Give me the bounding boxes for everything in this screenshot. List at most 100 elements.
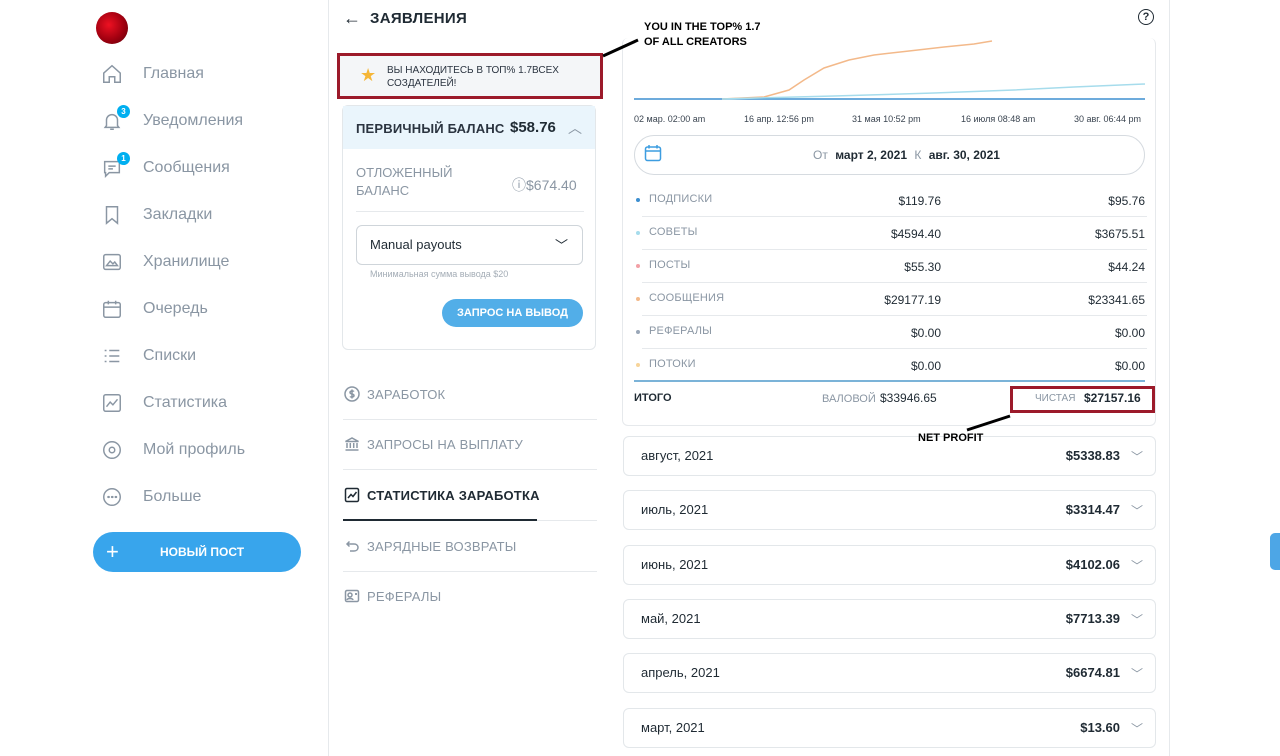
earnings-net-value: $95.76 bbox=[1108, 194, 1145, 208]
request-withdrawal-button[interactable]: ЗАПРОС НА ВЫВОД bbox=[442, 299, 583, 327]
nav-item-messages[interactable]: 1 Сообщения bbox=[100, 152, 230, 183]
nav-item-statistics[interactable]: Статистика bbox=[100, 388, 227, 418]
chevron-down-icon[interactable]: ﹀ bbox=[1131, 612, 1144, 627]
divider bbox=[642, 282, 1147, 283]
earnings-category-label: СООБЩЕНИЯ bbox=[649, 292, 725, 304]
month-row-box[interactable] bbox=[623, 598, 1156, 639]
totals-divider bbox=[634, 380, 1145, 382]
primary-balance-value: $58.76 bbox=[510, 119, 556, 136]
chevron-down-icon[interactable]: ﹀ bbox=[1131, 667, 1144, 682]
payout-method-select[interactable] bbox=[356, 225, 583, 265]
month-value: $7713.39 bbox=[1065, 610, 1120, 626]
x-axis-tick: 16 июля 08:48 am bbox=[961, 114, 1036, 124]
nav-item-label: Списки bbox=[143, 347, 197, 364]
vault-icon bbox=[100, 250, 124, 274]
primary-balance-header[interactable] bbox=[343, 106, 595, 149]
undo-icon bbox=[343, 537, 361, 555]
nav-item-label: Уведомления bbox=[143, 112, 244, 129]
earnings-gross-value: $0.00 bbox=[910, 359, 941, 373]
chevron-down-icon[interactable]: ﹀ bbox=[1131, 558, 1144, 573]
divider bbox=[642, 216, 1147, 217]
annotation-top-creators: YOU IN THE TOP% 1.7 OF ALL CREATORS bbox=[644, 21, 761, 48]
earnings-chart bbox=[634, 40, 1145, 100]
month-value: $3314.47 bbox=[1065, 502, 1120, 518]
pending-balance-value: ⓘ$674.40 bbox=[512, 177, 577, 193]
more-icon bbox=[100, 485, 124, 509]
month-row-box[interactable] bbox=[623, 544, 1156, 585]
month-value: $13.60 bbox=[1080, 719, 1120, 735]
month-row-box[interactable] bbox=[623, 707, 1156, 748]
nav-item-vault[interactable]: Хранилище bbox=[100, 247, 229, 277]
profile-icon bbox=[100, 438, 124, 462]
nav-item-label: Закладки bbox=[143, 206, 213, 223]
annotation-net-profit: NET PROFIT bbox=[918, 432, 984, 444]
earnings-category-label: ПОТОКИ bbox=[649, 358, 696, 370]
month-row-box[interactable] bbox=[623, 653, 1156, 694]
menu-earnings-statistics[interactable]: СТАТИСТИКА ЗАРАБОТКА bbox=[343, 486, 540, 504]
earnings-net-value: $23341.65 bbox=[1088, 293, 1145, 307]
nav-item-lists[interactable]: Списки bbox=[100, 341, 196, 371]
earnings-net-value: $0.00 bbox=[1114, 359, 1145, 373]
nav-item-label: Мой профиль bbox=[143, 441, 246, 458]
earnings-category-label: ПОСТЫ bbox=[649, 259, 691, 271]
chevron-down-icon[interactable]: ﹀ bbox=[1131, 450, 1144, 464]
chevron-up-icon[interactable]: ︿ bbox=[568, 120, 582, 136]
primary-balance-label: ПЕРВИЧНЫЙ БАЛАНС bbox=[356, 121, 505, 136]
active-tab-indicator bbox=[343, 519, 537, 521]
month-label: март, 2021 bbox=[641, 719, 705, 735]
nav-item-label: Очередь bbox=[143, 300, 208, 317]
nav-item-bookmarks[interactable]: Закладки bbox=[100, 200, 212, 230]
back-arrow-icon[interactable]: ← bbox=[343, 8, 361, 28]
date-range-text: От март 2, 2021 К авг. 30, 2021 bbox=[813, 148, 1000, 162]
calendar-icon bbox=[100, 297, 124, 321]
help-icon[interactable]: ? bbox=[1138, 9, 1154, 25]
earnings-gross-value: $55.30 bbox=[904, 260, 941, 274]
menu-payout-requests[interactable]: ЗАПРОСЫ НА ВЫПЛАТУ bbox=[343, 435, 523, 453]
menu-earnings[interactable]: ЗАРАБОТОК bbox=[343, 385, 445, 403]
bell-icon: 3 bbox=[100, 105, 130, 133]
calendar-icon bbox=[644, 145, 662, 162]
divider bbox=[343, 571, 597, 572]
info-icon[interactable]: ⓘ bbox=[512, 177, 526, 193]
month-label: август, 2021 bbox=[641, 448, 714, 463]
earnings-gross-value: $0.00 bbox=[910, 326, 941, 340]
month-label: июль, 2021 bbox=[641, 502, 709, 518]
divider bbox=[642, 315, 1147, 316]
nav-item-queue[interactable]: Очередь bbox=[100, 294, 208, 324]
top-creators-banner: ★ ВЫ НАХОДИТЕСЬ В ТОП% 1.7ВСЕХ СОЗДАТЕЛЕ… bbox=[337, 53, 603, 99]
month-row-box[interactable] bbox=[623, 490, 1156, 531]
side-panel-tab[interactable] bbox=[1270, 533, 1280, 570]
nav-item-notifications[interactable]: 3 Уведомления bbox=[100, 105, 244, 136]
menu-chargebacks[interactable]: ЗАРЯДНЫЕ ВОЗВРАТЫ bbox=[343, 537, 516, 555]
nav-item-label: Статистика bbox=[143, 394, 228, 411]
earnings-net-value: $3675.51 bbox=[1094, 227, 1145, 241]
top-creators-text: ВЫ НАХОДИТЕСЬ В ТОП% 1.7ВСЕХ СОЗДАТЕЛЕЙ! bbox=[387, 65, 559, 89]
gross-total-value: $33946.65 bbox=[880, 391, 937, 405]
menu-referrals[interactable]: РЕФЕРАЛЫ bbox=[343, 587, 441, 605]
annotation-arrow bbox=[602, 38, 639, 58]
gross-label: ВАЛОВОЙ bbox=[822, 393, 876, 405]
list-icon bbox=[100, 344, 124, 368]
divider bbox=[642, 249, 1147, 250]
nav-item-more[interactable]: Больше bbox=[100, 482, 201, 512]
chevron-down-icon[interactable]: ﹀ bbox=[1131, 721, 1144, 736]
series-color-dot bbox=[636, 198, 640, 202]
column-divider bbox=[328, 0, 329, 756]
referral-icon bbox=[343, 587, 361, 605]
new-post-button[interactable]: + НОВЫЙ ПОСТ bbox=[93, 532, 301, 572]
divider bbox=[356, 211, 584, 212]
avatar[interactable] bbox=[96, 12, 128, 44]
chevron-down-icon[interactable]: ﹀ bbox=[1131, 504, 1144, 519]
min-withdrawal-hint: Минимальная сумма вывода $20 bbox=[370, 269, 509, 279]
series-color-dot bbox=[636, 231, 640, 235]
nav-item-label: Сообщения bbox=[143, 159, 230, 176]
nav-item-home[interactable]: Главная bbox=[100, 59, 204, 89]
nav-item-label: Хранилище bbox=[143, 253, 230, 270]
month-row-box[interactable] bbox=[623, 436, 1156, 476]
balance-card bbox=[342, 105, 596, 350]
nav-item-profile[interactable]: Мой профиль bbox=[100, 435, 245, 465]
chart-icon bbox=[100, 391, 124, 415]
nav-item-label: Больше bbox=[143, 488, 202, 505]
date-range-picker[interactable] bbox=[634, 135, 1145, 175]
month-value: $6674.81 bbox=[1065, 665, 1120, 681]
